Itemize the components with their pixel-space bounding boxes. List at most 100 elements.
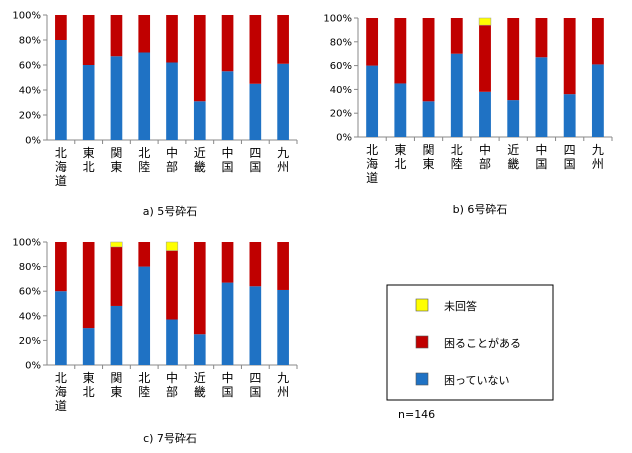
- category-label-char: 州: [277, 160, 289, 174]
- legend-swatch: [415, 372, 429, 386]
- y-tick-label: 80%: [19, 36, 41, 47]
- category-label-char: 国: [222, 160, 234, 174]
- chart-caption: b) 6号砕石: [453, 202, 508, 216]
- bar-segment: [138, 15, 151, 53]
- category-label-char: 関: [423, 143, 435, 157]
- bar-segment: [55, 15, 67, 40]
- category-label-char: 中: [535, 142, 547, 157]
- chart-3: 0%20%40%60%80%100%北海道東北関東北陸中部近畿中国四国九州c) …: [12, 238, 298, 445]
- bar-segment: [422, 18, 435, 102]
- bar-segment: [110, 15, 123, 57]
- category-label-char: 四: [564, 143, 576, 157]
- bar-segment: [535, 18, 548, 58]
- category-label-char: 陸: [138, 385, 150, 399]
- category-label-char: 海: [55, 159, 67, 174]
- bar-segment: [110, 56, 123, 140]
- bar-segment: [563, 94, 576, 137]
- y-tick-label: 20%: [19, 336, 41, 347]
- category-label-char: 海: [55, 384, 67, 399]
- category-label-char: 四: [249, 371, 261, 385]
- category-label-char: 東: [394, 143, 406, 157]
- category-label-char: 北: [138, 371, 150, 385]
- bar-segment: [450, 53, 463, 138]
- bar-segment: [166, 319, 178, 365]
- bar-segment: [591, 18, 604, 65]
- bar-segment: [479, 25, 491, 92]
- category-label-char: 近: [507, 143, 519, 157]
- bar-segment: [221, 242, 234, 283]
- category-label-char: 部: [166, 384, 178, 399]
- bar-segment: [507, 100, 520, 137]
- legend-label: 未回答: [444, 299, 477, 313]
- bar-segment: [249, 15, 262, 84]
- bar-segment: [394, 83, 407, 137]
- bar-segment: [55, 291, 67, 365]
- category-label-char: 道: [366, 171, 378, 185]
- bar-segment: [166, 62, 178, 140]
- y-tick-label: 80%: [330, 37, 352, 48]
- bar-segment: [221, 71, 234, 140]
- bar-segment: [166, 250, 178, 320]
- bar-segment: [82, 328, 95, 365]
- bar-segment: [55, 40, 67, 140]
- bar-segment: [193, 15, 206, 102]
- bar-segment: [591, 64, 604, 137]
- bar-segment: [249, 286, 262, 365]
- bar-segment: [479, 91, 491, 137]
- y-tick-label: 0%: [25, 361, 41, 372]
- category-label-char: 関: [110, 146, 122, 160]
- category-label-char: 東: [83, 371, 95, 385]
- bar-segment: [110, 246, 123, 306]
- legend-swatch: [415, 298, 429, 312]
- bar-segment: [193, 242, 206, 335]
- category-label-char: 国: [564, 157, 576, 171]
- y-tick-label: 20%: [330, 109, 352, 120]
- category-label-char: 中: [166, 145, 178, 160]
- category-label-char: 関: [110, 371, 122, 385]
- category-label-char: 近: [194, 146, 206, 160]
- category-label-char: 畿: [507, 157, 519, 171]
- category-label-char: 北: [451, 143, 463, 157]
- bar-segment: [82, 65, 95, 140]
- legend-label: 困ることがある: [444, 336, 521, 350]
- legend-label: 困っていない: [444, 374, 509, 387]
- category-label-char: 九: [592, 143, 604, 157]
- bar-segment: [478, 17, 492, 26]
- bar-segment: [277, 63, 289, 140]
- bar-segment: [450, 18, 463, 54]
- category-label-char: 部: [479, 156, 491, 171]
- category-label-char: 四: [249, 146, 261, 160]
- y-tick-label: 80%: [19, 262, 41, 273]
- bar-segment: [138, 266, 151, 365]
- category-label-char: 陸: [138, 160, 150, 174]
- category-label-char: 東: [423, 157, 435, 171]
- y-tick-label: 20%: [19, 111, 41, 122]
- legend-swatch: [415, 335, 429, 349]
- legend-box: [386, 284, 554, 401]
- bar-segment: [563, 18, 576, 95]
- category-label-char: 中: [222, 370, 234, 385]
- y-tick-label: 40%: [19, 311, 41, 322]
- y-tick-label: 60%: [19, 287, 41, 298]
- chart-caption: a) 5号砕石: [143, 204, 198, 218]
- sample-size-note: n=146: [398, 408, 435, 421]
- bar-segment: [366, 65, 379, 137]
- chart-2: 0%20%40%60%80%100%北海道東北関東北陸中部近畿中国四国九州b) …: [323, 14, 613, 216]
- category-label-char: 北: [55, 146, 67, 160]
- category-label-char: 北: [138, 146, 150, 160]
- bar-segment: [277, 289, 289, 365]
- category-label-char: 近: [194, 371, 206, 385]
- bar-segment: [366, 18, 379, 66]
- category-label-char: 中: [479, 142, 491, 157]
- bar-segment: [166, 15, 178, 63]
- bar-segment: [193, 101, 206, 140]
- bar-segment: [394, 18, 407, 84]
- bar-segment: [193, 334, 206, 365]
- category-label-char: 九: [277, 371, 289, 385]
- category-label-char: 州: [277, 385, 289, 399]
- bar-segment: [82, 242, 95, 329]
- category-label-char: 東: [83, 146, 95, 160]
- bar-segment: [165, 241, 179, 251]
- chart-1: 0%20%40%60%80%100%北海道東北関東北陸中部近畿中国四国九州a) …: [12, 11, 298, 218]
